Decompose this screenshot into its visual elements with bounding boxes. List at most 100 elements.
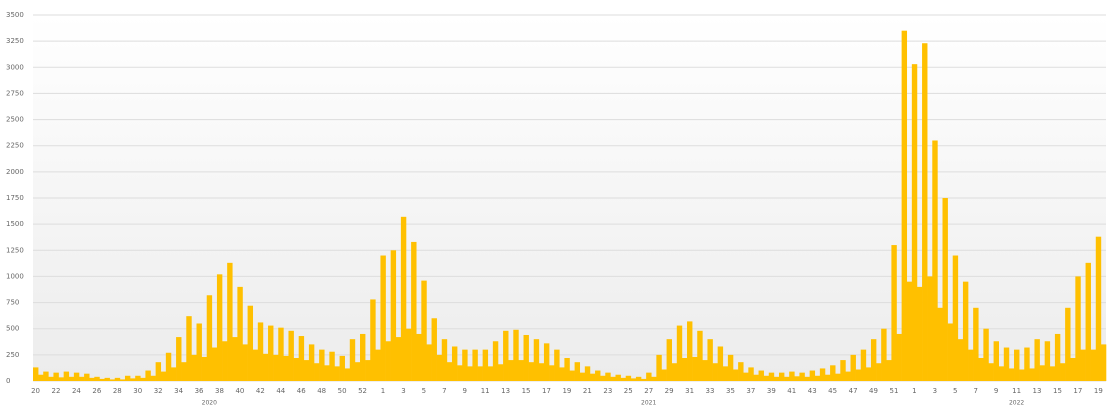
bar xyxy=(998,366,1005,381)
bar xyxy=(712,363,718,381)
bar xyxy=(119,379,126,381)
bar xyxy=(922,43,928,382)
bar xyxy=(191,354,197,381)
bar xyxy=(1100,344,1107,381)
bar xyxy=(901,30,908,381)
bar xyxy=(252,349,259,381)
x-tick-label: 13 xyxy=(1033,387,1042,395)
x-tick-label: 23 xyxy=(603,387,612,395)
bar xyxy=(477,366,483,381)
x-tick-label: 40 xyxy=(235,387,244,395)
x-tick-label: 37 xyxy=(746,387,755,395)
bar xyxy=(840,360,846,381)
bar xyxy=(738,362,744,381)
bar xyxy=(758,370,764,381)
bar xyxy=(804,376,810,381)
bar xyxy=(145,370,151,381)
x-tick-label: 52 xyxy=(358,387,367,395)
bar xyxy=(722,366,729,381)
bar xyxy=(1080,349,1086,381)
bar xyxy=(492,341,499,381)
x-tick-label: 9 xyxy=(994,387,998,395)
y-tick-label: 2750 xyxy=(6,89,24,97)
bar xyxy=(222,341,228,381)
bar xyxy=(416,333,422,381)
bar xyxy=(457,365,463,381)
bar xyxy=(584,366,591,381)
x-tick-label: 15 xyxy=(1053,387,1062,395)
x-tick-label: 7 xyxy=(973,387,977,395)
bar xyxy=(196,323,202,381)
bar xyxy=(298,336,305,381)
bar xyxy=(957,339,964,381)
y-tick-label: 1500 xyxy=(6,220,24,228)
bar xyxy=(170,367,177,381)
x-tick-label: 24 xyxy=(72,387,81,395)
bar xyxy=(906,281,913,381)
bar xyxy=(283,355,289,381)
x-tick-label: 46 xyxy=(297,387,306,395)
bar xyxy=(942,198,948,381)
y-tick-label: 3500 xyxy=(6,11,24,19)
bar xyxy=(124,375,131,381)
bar xyxy=(421,280,427,381)
x-tick-label: 1 xyxy=(381,387,385,395)
x-tick-label: 29 xyxy=(665,387,674,395)
x-tick-label: 9 xyxy=(463,387,467,395)
y-tick-label: 500 xyxy=(6,325,19,333)
bar xyxy=(962,281,969,381)
bar xyxy=(1019,369,1025,381)
bar xyxy=(549,365,555,381)
bar xyxy=(630,378,637,381)
x-tick-label: 42 xyxy=(256,387,265,395)
bar xyxy=(288,330,294,381)
bar xyxy=(227,262,233,381)
bar xyxy=(451,346,458,381)
bar xyxy=(1095,236,1102,381)
bar xyxy=(1070,357,1076,381)
x-tick-label: 30 xyxy=(133,387,142,395)
x-tick-label: 13 xyxy=(501,387,510,395)
bar xyxy=(855,369,862,381)
bar xyxy=(538,363,545,381)
bar xyxy=(927,276,933,381)
bar xyxy=(646,372,652,381)
bar xyxy=(324,365,330,381)
bar xyxy=(1024,347,1030,381)
bar xyxy=(130,378,136,381)
x-tick-label: 28 xyxy=(113,387,122,395)
bar xyxy=(38,374,44,381)
bar xyxy=(870,339,877,381)
x-tick-label: 22 xyxy=(52,387,61,395)
bar xyxy=(896,333,902,381)
bar xyxy=(717,346,724,381)
x-tick-label: 7 xyxy=(442,387,446,395)
bar xyxy=(84,373,90,381)
bar xyxy=(845,371,851,381)
bar xyxy=(600,375,606,381)
x-tick-label: 17 xyxy=(1073,387,1082,395)
y-tick-label: 250 xyxy=(6,351,19,359)
bar xyxy=(303,360,310,381)
bar xyxy=(993,341,999,381)
bar xyxy=(666,339,672,381)
bar xyxy=(370,299,376,381)
bar xyxy=(176,337,182,381)
x-tick-label: 47 xyxy=(849,387,858,395)
bar xyxy=(293,357,299,381)
bar xyxy=(569,370,575,381)
x-tick-label: 41 xyxy=(787,387,796,395)
bar xyxy=(436,354,443,381)
bar xyxy=(360,333,366,381)
bar xyxy=(508,360,514,381)
bar xyxy=(150,375,156,381)
year-label: 2020 xyxy=(202,400,217,407)
bar xyxy=(518,360,524,381)
bar xyxy=(237,286,243,381)
x-tick-label: 32 xyxy=(154,387,163,395)
year-label: 2021 xyxy=(641,400,656,407)
bar xyxy=(186,316,192,381)
bar xyxy=(579,372,586,381)
x-tick-label: 11 xyxy=(481,387,490,395)
bar xyxy=(114,377,121,381)
